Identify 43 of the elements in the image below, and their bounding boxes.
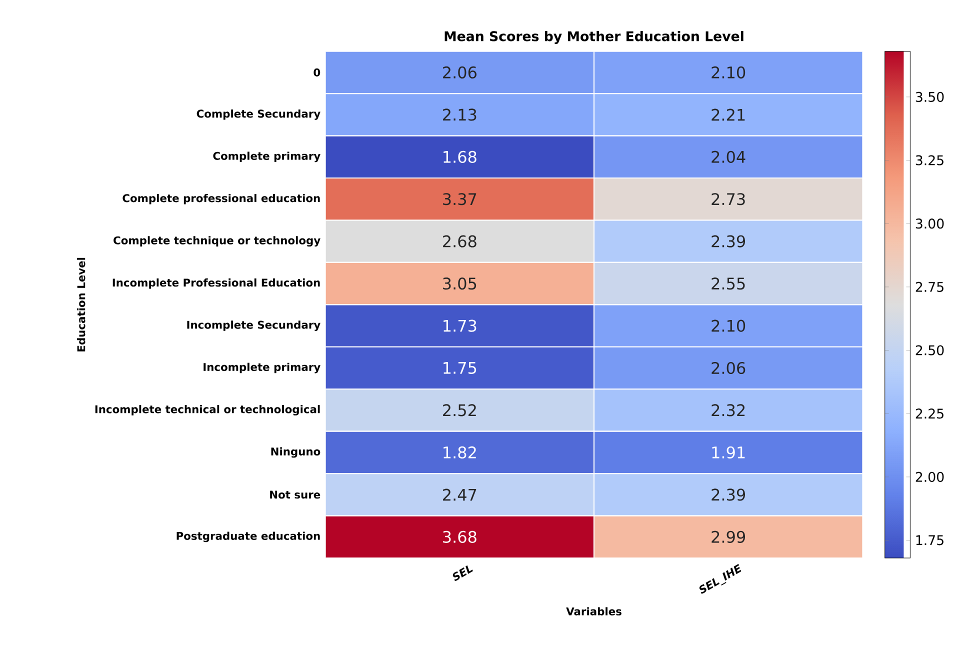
data-label: 1.68 [444, 150, 476, 163]
data-label: 2.99 [712, 530, 746, 543]
data-label: 2.68 [443, 235, 476, 248]
y-tick-label: Incomplete Professional Education [112, 278, 320, 289]
y-tick-label: Incomplete primary [204, 362, 320, 374]
data-label: 2.39 [712, 235, 746, 248]
data-label: 2.13 [443, 108, 476, 121]
color-bar-label: 2.25 [916, 408, 944, 419]
data-label: 1.82 [444, 446, 476, 459]
data-label: 2.10 [712, 320, 746, 332]
data-label: 3.68 [443, 530, 476, 543]
color-bar-label: 2.50 [916, 345, 944, 356]
y-tick-label: Incomplete Secundary [187, 320, 320, 331]
y-tick-label: Complete professional education [122, 194, 320, 204]
color-bar-label: 1.75 [916, 535, 944, 546]
y-tick-label: Ninguno [271, 447, 320, 458]
data-label: 2.32 [712, 404, 745, 416]
y-tick-label: Complete technique or technology [114, 236, 320, 247]
y-tick-label: Not sure [270, 490, 320, 499]
data-label: 2.21 [712, 108, 745, 121]
color-bar-label: 3.50 [916, 92, 944, 102]
y-tick-label: Postgraduate education [176, 532, 320, 542]
data-label: 3.05 [443, 278, 476, 290]
data-label: 2.52 [443, 404, 476, 416]
y-tick-label: 0 [314, 68, 320, 76]
color-bar-label: 3.00 [916, 218, 944, 229]
y-tick-label: Incomplete technical or technological [95, 405, 320, 416]
color-bar-label: 2.75 [916, 282, 944, 292]
y-tick-label: Complete Secundary [196, 109, 320, 120]
x-axis-title: Variables [566, 607, 622, 616]
data-label: 2.39 [712, 488, 746, 501]
x-tick-label: SEL [452, 565, 473, 582]
chart-title: Mean Scores by Mother Education Level [444, 30, 744, 44]
data-label: 3.37 [443, 193, 476, 206]
data-label: 2.06 [443, 66, 476, 79]
data-label: 2.47 [443, 488, 476, 501]
y-axis-title: Education Level [77, 258, 86, 352]
color-bar-label: 2.00 [916, 472, 944, 482]
y-tick-label: Complete primary [213, 152, 320, 162]
data-label: 2.04 [712, 150, 746, 163]
data-label: 1.75 [444, 362, 476, 374]
color-bar-label: 3.25 [916, 155, 944, 166]
data-label: 1.73 [444, 320, 476, 332]
